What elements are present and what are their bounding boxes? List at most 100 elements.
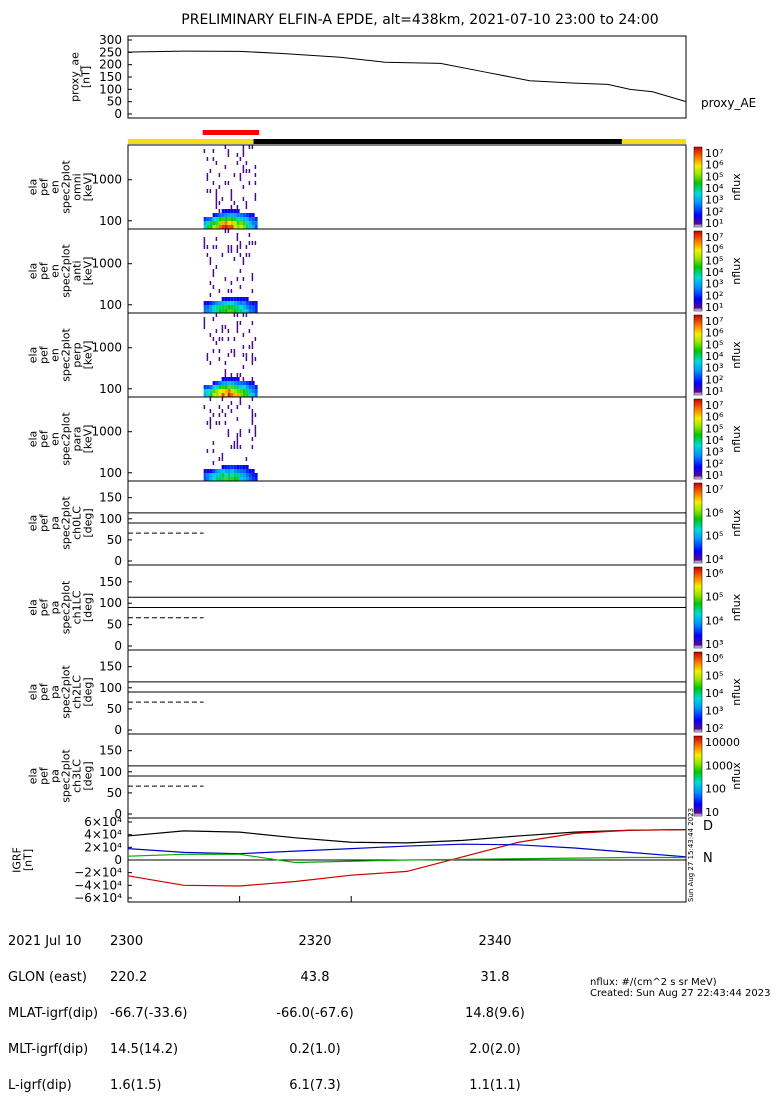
spec_perp-pixel <box>245 385 249 389</box>
spec_anti-pixel <box>224 305 228 309</box>
ae-ylabel-group: proxy_ae[nT] <box>69 52 93 102</box>
spec_para-pixel <box>203 469 207 473</box>
spec_anti-pixel <box>239 241 242 245</box>
spec_anti-pixel <box>215 309 219 313</box>
spec_omni-pixel <box>248 169 251 173</box>
spec_perp-pixel <box>233 377 237 381</box>
spec_anti-pixel <box>203 309 207 313</box>
spec_para-pixel <box>242 465 246 469</box>
spec_anti-pixel <box>215 265 218 269</box>
spec_perp-pixel <box>224 385 228 389</box>
spec_anti-cbar-tick-6: 10¹ <box>705 301 723 314</box>
spec_anti-pixel <box>227 301 231 305</box>
spec_omni-pixel <box>218 217 222 221</box>
spec_para-pixel <box>251 421 254 425</box>
spec_anti-pixel <box>245 301 249 305</box>
pa_ch2-cbar-tick-2: 10⁴ <box>705 687 724 700</box>
spec_anti-pixel <box>230 309 234 313</box>
spec_perp-pixel <box>251 389 255 393</box>
pa_ch2-ylabel-5: [deg] <box>82 677 95 706</box>
pa_ch0-cbar-tick-1: 10⁶ <box>705 506 724 519</box>
pa_ch2-ylabel-0: ela <box>27 684 40 701</box>
spec_omni-pixel <box>215 197 218 201</box>
spec_anti-pixel <box>239 309 243 313</box>
spec_omni-pixel <box>245 201 248 205</box>
pa_ch3-tick-1: 100 <box>99 765 122 779</box>
pa_ch1-cbar-tick-0: 10⁶ <box>705 567 724 580</box>
spec_para-pixel <box>230 409 233 413</box>
spec_perp-pixel <box>203 317 206 321</box>
spec_omni-pixel <box>221 197 224 201</box>
spec_perp-pixel <box>203 393 207 397</box>
spec_perp-pixel <box>221 381 225 385</box>
spec_anti-cbar-tick-3: 10⁴ <box>705 266 724 279</box>
spec_anti-tick-0: 1000 <box>91 257 122 271</box>
spec_para-pixel <box>215 421 218 425</box>
spec_omni-tick-0: 1000 <box>91 173 122 187</box>
spec_para-pixel <box>233 465 237 469</box>
spec_para-cbar-tick-3: 10⁴ <box>705 434 724 447</box>
spec_omni-pixel <box>248 145 251 149</box>
spec_para-pixel <box>239 465 243 469</box>
footer-label-date: 2021 Jul 10 <box>8 934 82 949</box>
spec_anti-pixel <box>203 301 207 305</box>
pa_ch0-tick-3: 0 <box>114 554 122 568</box>
units-note: nflux: #/(cm^2 s sr MeV) <box>590 977 717 988</box>
spec_perp-pixel <box>224 369 227 373</box>
spec_perp-pixel <box>254 337 257 341</box>
footer-2300-glon: 220.2 <box>110 970 148 985</box>
spec_anti-pixel <box>206 305 210 309</box>
spec_para-pixel <box>230 473 234 477</box>
spec_omni-pixel <box>224 213 228 217</box>
spec_para-ylabel-0: ela <box>27 431 40 448</box>
spec_omni-pixel <box>215 225 219 229</box>
spec_para-pixel <box>251 409 254 413</box>
spec_anti-pixel <box>215 305 219 309</box>
spec_para-pixel <box>209 397 212 401</box>
spec_omni-pixel <box>233 213 237 217</box>
spec_para-pixel <box>212 449 215 453</box>
spec_para-pixel <box>236 445 239 449</box>
spec_perp-pixel <box>245 381 249 385</box>
spec_anti-pixel <box>239 245 242 249</box>
spec_anti-pixel <box>203 305 207 309</box>
pa_ch0-cbar-tick-2: 10⁵ <box>705 530 723 543</box>
pa_ch1-ylabel-1: pef <box>38 598 51 617</box>
spec_perp-pixel <box>242 393 246 397</box>
spec_anti-pixel <box>227 249 230 253</box>
spec_omni-pixel <box>227 209 231 213</box>
spec_para-ylabel-3: spec2plot <box>60 412 73 466</box>
spec_para-pixel <box>239 445 242 449</box>
spec_para-pixel <box>224 465 228 469</box>
spec_para-pixel <box>218 457 221 461</box>
pa_ch1-ylabel-3: spec2plot <box>60 580 73 634</box>
spec_para-pixel <box>251 437 254 441</box>
spec_omni-pixel <box>245 205 248 209</box>
spec_para-pixel <box>224 469 228 473</box>
spec_anti-pixel <box>239 269 242 273</box>
spec_perp-pixel <box>224 325 227 329</box>
pa_ch3-cbar-title: nflux <box>730 762 743 790</box>
spec_perp-cbar-tick-6: 10¹ <box>705 385 723 398</box>
spec_omni-pixel <box>251 217 255 221</box>
spec_omni-pixel <box>212 221 216 225</box>
spec_anti-pixel <box>242 257 245 261</box>
spec_perp-pixel <box>251 381 255 385</box>
spec_omni-pixel <box>215 205 218 209</box>
spec_anti-pixel <box>254 241 257 245</box>
spec_perp-pixel <box>206 389 210 393</box>
spec_omni-pixel <box>242 225 246 229</box>
pa_ch2-cbar-tick-4: 10² <box>705 722 723 735</box>
spec_anti-pixel <box>236 301 240 305</box>
spec_perp-pixel <box>212 317 215 321</box>
spec_perp-pixel <box>245 313 248 317</box>
pa_ch1-cbar-tick-3: 10³ <box>705 638 723 651</box>
spec_para-pixel <box>251 469 255 473</box>
spec_anti-pixel <box>239 297 243 301</box>
spec_anti-pixel <box>206 245 209 249</box>
spec_para-pixel <box>224 477 228 481</box>
pa_ch2-tick-0: 150 <box>99 660 122 674</box>
spec_omni-pixel <box>248 213 252 217</box>
spec_para-pixel <box>221 477 225 481</box>
